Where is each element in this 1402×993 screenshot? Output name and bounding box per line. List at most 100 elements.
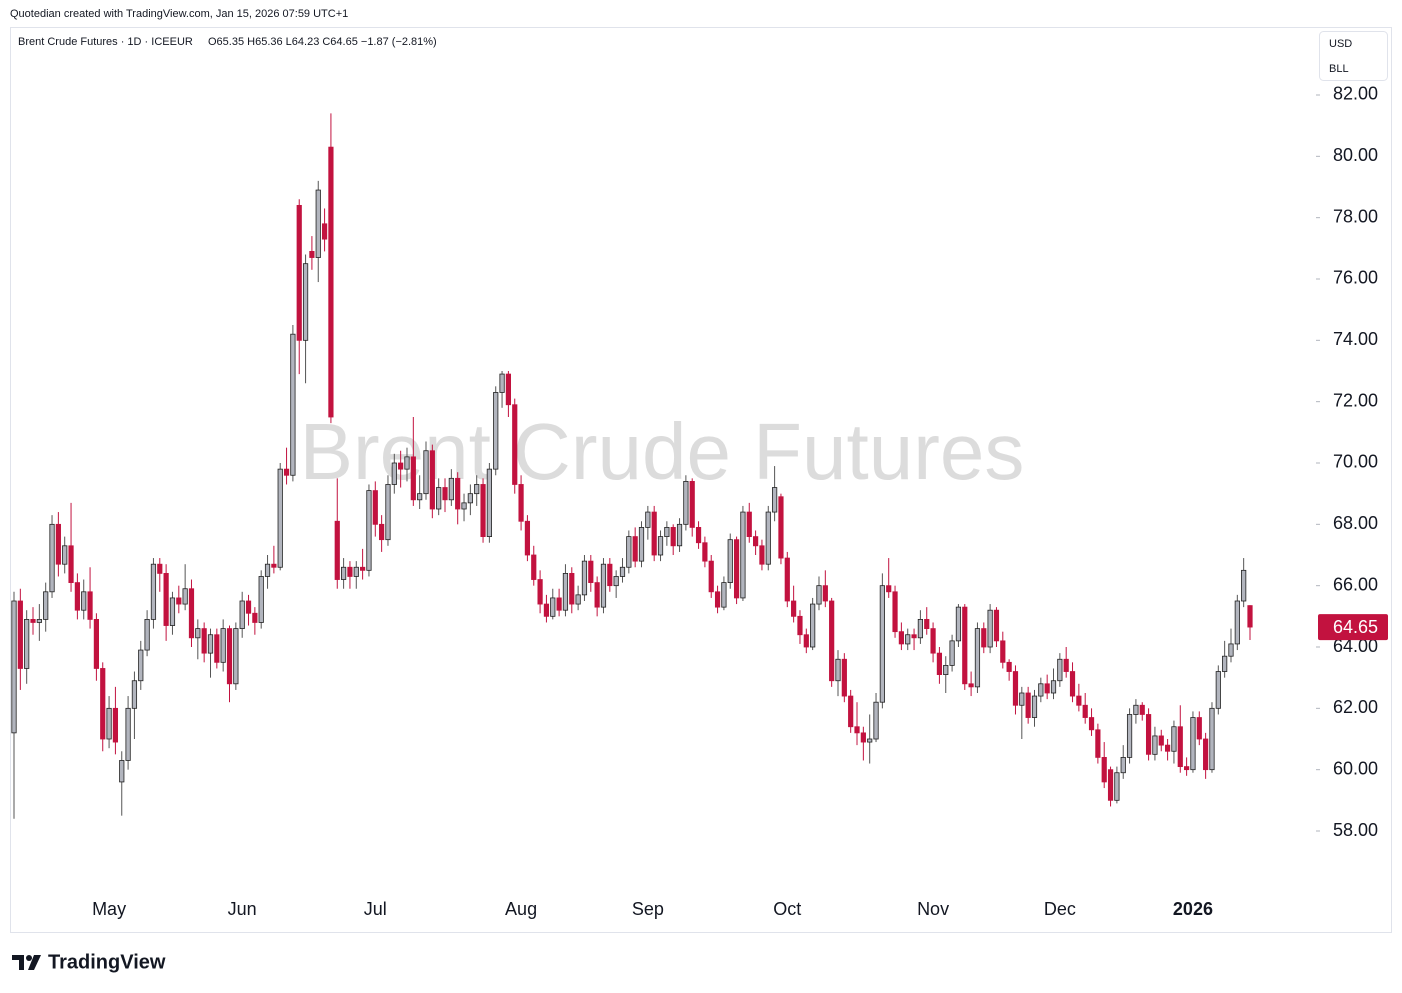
- candle-body: [607, 563, 613, 587]
- candle-body: [993, 609, 1000, 642]
- candle-body: [518, 484, 524, 522]
- candle-body: [239, 600, 245, 630]
- y-tick-label: 80.00: [1333, 145, 1378, 165]
- candle-body: [835, 658, 841, 682]
- candle-body: [87, 591, 93, 620]
- candle-body: [207, 634, 214, 654]
- candle-body: [1114, 772, 1120, 801]
- candle-body: [765, 511, 771, 565]
- candle-body: [353, 566, 359, 577]
- candle-body: [214, 634, 220, 663]
- candle-body: [727, 539, 733, 583]
- chart-title: Brent Crude Futures · 1D · ICEEUR: [18, 36, 193, 48]
- candle-body: [43, 591, 49, 620]
- x-tick-label: May: [92, 899, 126, 919]
- candle-body: [1057, 658, 1063, 682]
- candle-body: [1190, 717, 1196, 771]
- candle-body: [1126, 714, 1133, 758]
- candles: [11, 113, 1253, 819]
- candle-body: [987, 609, 993, 648]
- candle-body: [499, 373, 505, 393]
- candle-body: [1209, 707, 1215, 771]
- candle-body: [17, 600, 23, 669]
- currency: USD: [1329, 38, 1352, 50]
- x-tick-label: Sep: [632, 899, 664, 919]
- y-tick-label: 76.00: [1333, 268, 1378, 288]
- candle-body: [347, 566, 353, 577]
- candle-body: [829, 600, 835, 682]
- candle-body: [258, 576, 264, 623]
- candle-body: [100, 668, 106, 740]
- candle-body: [169, 597, 176, 626]
- candle-body: [936, 652, 943, 676]
- candle-body: [562, 572, 569, 611]
- unit: BLL: [1329, 63, 1349, 75]
- candle-body: [195, 628, 201, 639]
- logo-shape: [12, 955, 24, 970]
- candle-body: [695, 526, 702, 544]
- candle-body: [1082, 704, 1088, 718]
- candle-body: [955, 606, 962, 642]
- candle-body: [1133, 704, 1139, 715]
- candle-body: [1038, 683, 1044, 697]
- y-tick-label: 64.00: [1333, 636, 1378, 656]
- candle-body: [841, 658, 847, 697]
- candle-body: [943, 665, 949, 676]
- candle-body: [733, 539, 740, 599]
- candle-body: [309, 250, 315, 258]
- candle-body: [911, 634, 917, 639]
- candle-body: [1165, 744, 1171, 752]
- candle-body: [321, 223, 328, 240]
- candle-body: [1019, 692, 1025, 706]
- candle-body: [657, 536, 664, 556]
- candle-body: [1228, 643, 1234, 657]
- candle-body: [277, 468, 283, 568]
- candle-body: [810, 603, 816, 648]
- candle-body: [226, 628, 233, 685]
- watermark: Brent Crude Futures: [300, 407, 1025, 496]
- candle-body: [1050, 680, 1057, 694]
- candle-body: [55, 523, 61, 565]
- candle-body: [924, 619, 930, 630]
- candle-body: [385, 484, 391, 541]
- candle-body: [905, 634, 911, 645]
- candle-body: [1025, 692, 1031, 718]
- candle-body: [271, 563, 277, 568]
- candle-body: [68, 545, 74, 584]
- candle-body: [1215, 671, 1221, 709]
- candle-body: [1120, 757, 1126, 774]
- candle-body: [753, 536, 759, 547]
- candle-body: [296, 204, 302, 341]
- candle-body: [138, 649, 144, 682]
- candle-body: [125, 707, 131, 761]
- candle-body: [391, 462, 397, 485]
- candle-body: [493, 392, 499, 470]
- candle-body: [93, 619, 99, 669]
- candle-body: [867, 738, 873, 743]
- candle-body: [1101, 757, 1107, 783]
- candle-body: [670, 526, 676, 547]
- candle-body: [930, 628, 936, 654]
- candle-body: [543, 603, 550, 617]
- unit-box[interactable]: [1319, 31, 1388, 81]
- x-tick-label: Jun: [228, 899, 257, 919]
- candle-body: [740, 511, 746, 599]
- candle-body: [822, 585, 828, 602]
- candle-body: [188, 588, 195, 639]
- candle-body: [106, 707, 112, 740]
- candle-body: [702, 542, 708, 562]
- candle-body: [1184, 766, 1190, 771]
- candle-body: [315, 189, 321, 258]
- candle-body: [848, 695, 854, 728]
- logo-shape: [28, 955, 41, 970]
- candle-body: [157, 563, 163, 574]
- candle-body: [683, 480, 689, 525]
- chart-frame: [10, 27, 1392, 933]
- candle-body: [1069, 671, 1076, 697]
- candle-body: [531, 554, 537, 580]
- candle-body: [1203, 738, 1209, 771]
- candle-body: [645, 511, 651, 528]
- y-tick-label: 74.00: [1333, 329, 1378, 349]
- candle-body: [436, 487, 442, 510]
- candle-body: [220, 628, 226, 663]
